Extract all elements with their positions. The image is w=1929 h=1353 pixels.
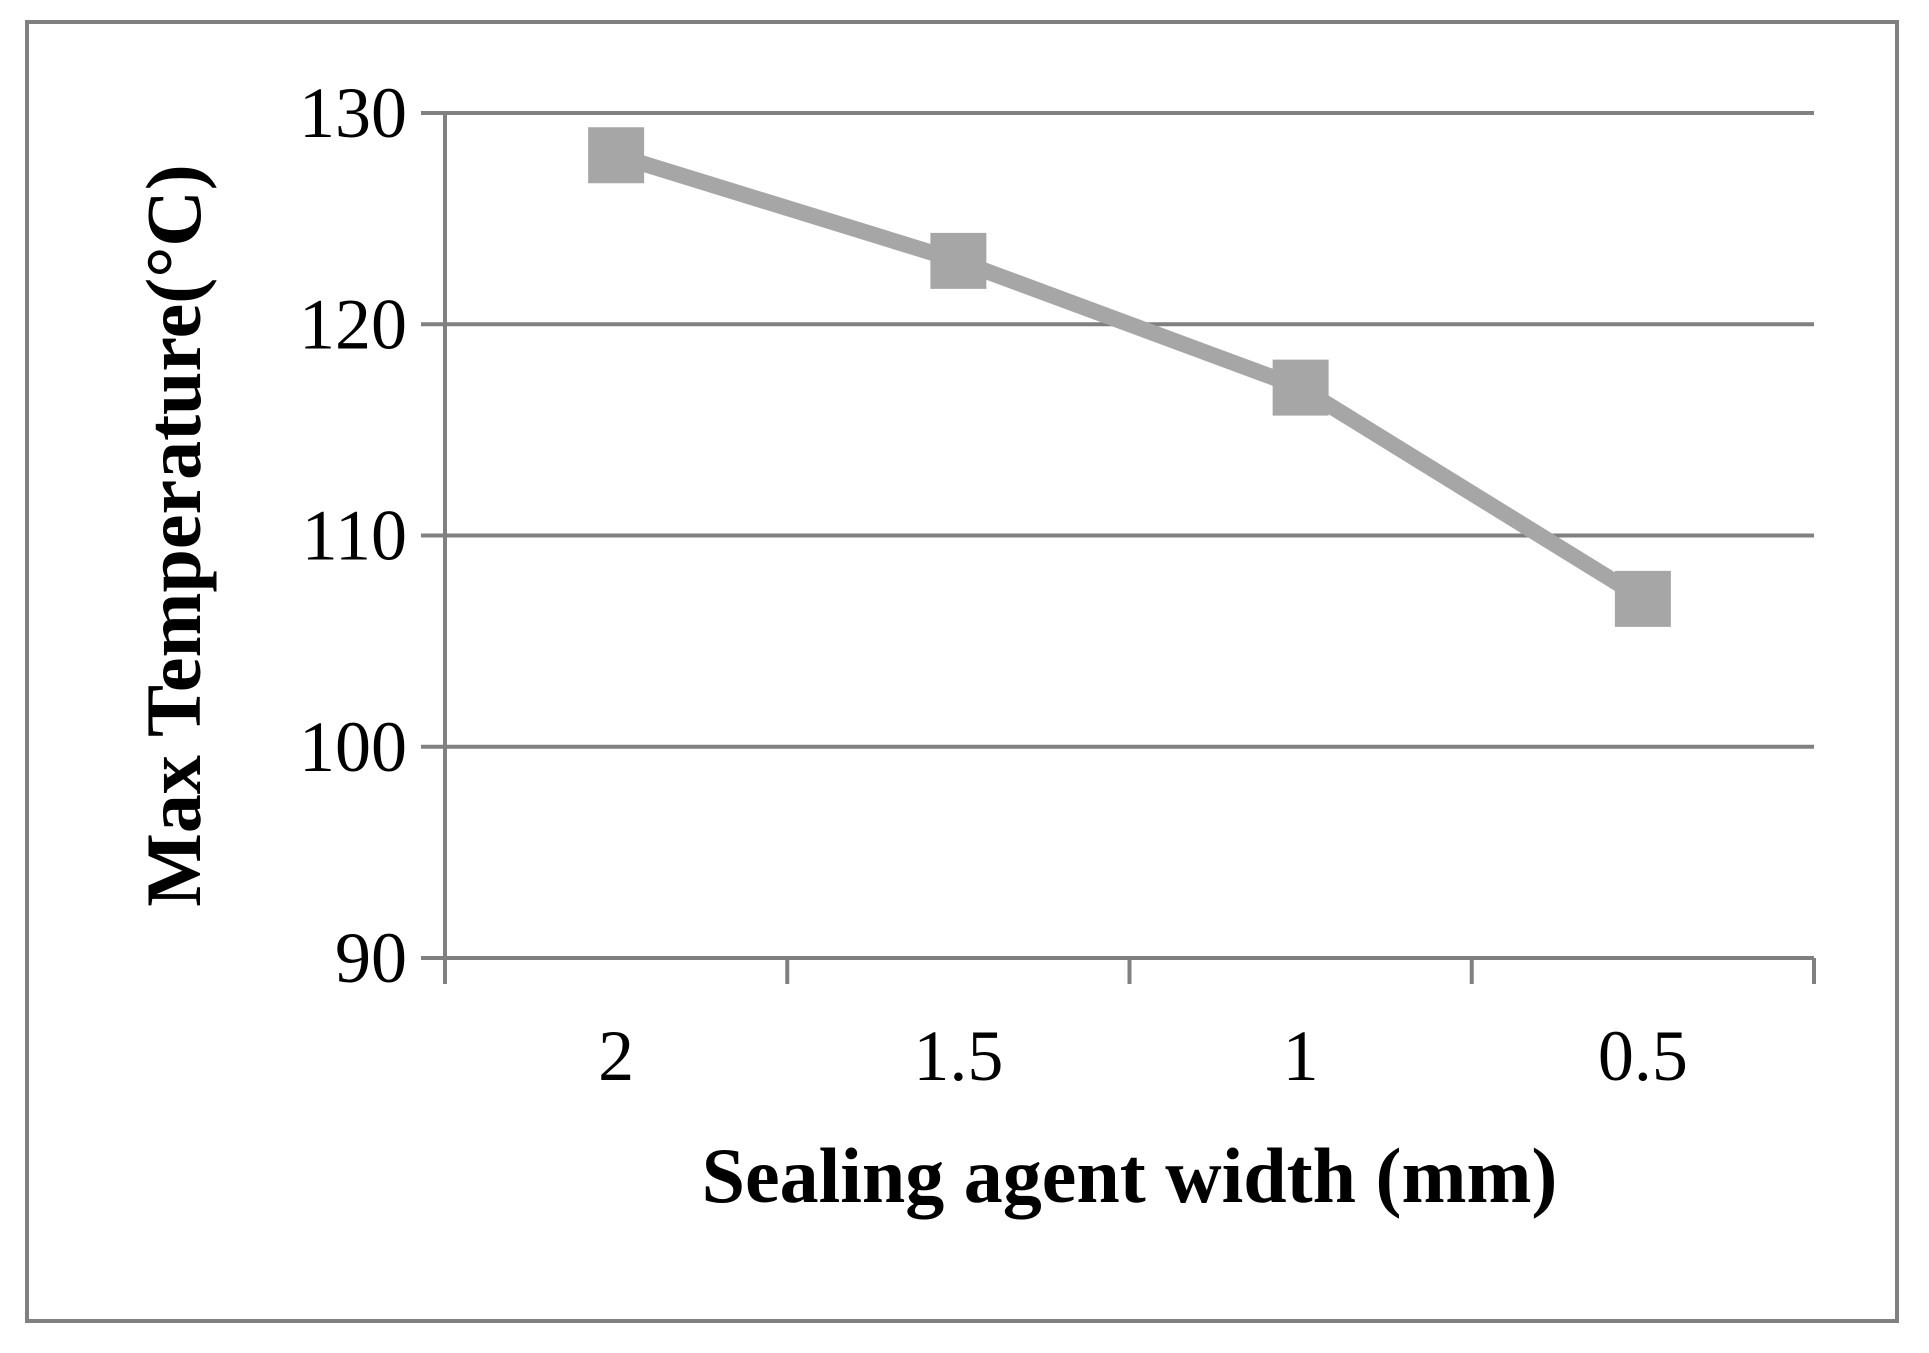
- y-tick-labels: 90 100 110 120 130: [299, 73, 407, 998]
- data-point-1.5: [930, 232, 987, 289]
- data-point-0.5: [1614, 570, 1671, 627]
- y-axis-title: Max Temperature(°C): [130, 164, 217, 906]
- series-line-0: [613, 147, 1648, 606]
- y-tick-label-110: 110: [302, 496, 407, 576]
- y-tick-label-130: 130: [299, 73, 407, 153]
- x-axis-title: Sealing agent width (mm): [702, 1132, 1558, 1219]
- x-tick-label-2: 2: [598, 1016, 634, 1096]
- axes: [421, 111, 1816, 984]
- x-tick-label-1.5: 1.5: [913, 1016, 1003, 1096]
- x-tick-labels: 2 1.5 1 0.5: [598, 1016, 1688, 1096]
- x-tick-label-0.5: 0.5: [1598, 1016, 1688, 1096]
- y-tick-label-120: 120: [299, 284, 407, 364]
- data-point-2: [588, 127, 645, 184]
- y-tick-label-100: 100: [299, 707, 407, 787]
- series-layer: [588, 127, 1671, 627]
- grid-lines: [445, 111, 1814, 960]
- data-point-1: [1272, 359, 1329, 416]
- y-tick-label-90: 90: [335, 918, 407, 998]
- x-tick-label-1: 1: [1283, 1016, 1319, 1096]
